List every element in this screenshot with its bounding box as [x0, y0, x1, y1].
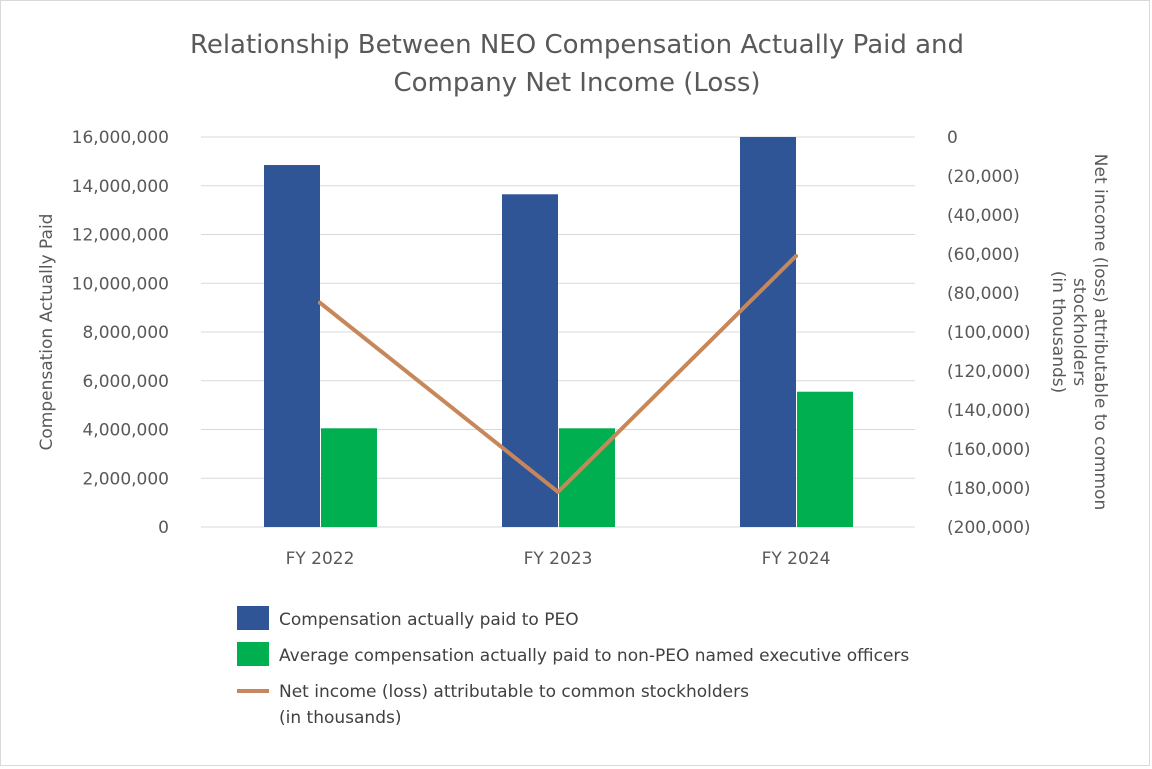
y-tick-label-right: (160,000)	[947, 440, 1031, 460]
legend-label-peo: Compensation actually paid to PEO	[279, 610, 579, 630]
y-tick-label-left: 12,000,000	[72, 226, 169, 246]
right-axis-title-line-3: (in thousands)	[1048, 271, 1068, 393]
net-income-point	[794, 253, 798, 258]
bar-non-peo	[321, 428, 377, 527]
y-tick-label-right: 0	[947, 128, 958, 148]
y-tick-label-right: (200,000)	[947, 518, 1031, 538]
x-tick-label: FY 2022	[286, 549, 355, 569]
right-axis-title-line-2: stockholders	[1069, 278, 1089, 386]
x-tick-label: FY 2023	[524, 549, 593, 569]
net-income-point	[556, 489, 560, 494]
left-axis-ticks: 0 2,000,000 4,000,000 6,000,000 8,000,000 10,…	[72, 128, 169, 538]
legend-swatch-peo	[237, 606, 269, 630]
legend-label-non-peo: Average compensation actually paid to no…	[279, 646, 909, 666]
legend: Compensation actually paid to PEO Averag…	[237, 606, 909, 728]
bar-non-peo	[797, 391, 853, 527]
x-axis-ticks: FY 2022 FY 2023 FY 2024	[286, 549, 831, 569]
left-axis-title: Compensation Actually Paid	[37, 214, 57, 451]
y-tick-label-left: 16,000,000	[72, 128, 169, 148]
net-income-point	[318, 300, 322, 305]
net-income-line	[318, 253, 798, 494]
bar-peo	[264, 165, 320, 527]
y-tick-label-right: (180,000)	[947, 479, 1031, 499]
y-tick-label-right: (80,000)	[947, 284, 1020, 304]
right-axis-title: Net income (loss) attributable to common…	[1048, 154, 1110, 510]
chart-title-line-1: Relationship Between NEO Compensation Ac…	[190, 30, 964, 60]
chart-title-line-2: Company Net Income (Loss)	[393, 68, 760, 98]
y-tick-label-right: (60,000)	[947, 245, 1020, 265]
x-tick-label: FY 2024	[762, 549, 831, 569]
y-tick-label-left: 10,000,000	[72, 274, 169, 294]
y-tick-label-left: 0	[158, 518, 169, 538]
y-tick-label-left: 14,000,000	[72, 177, 169, 197]
y-tick-label-right: (120,000)	[947, 362, 1031, 382]
y-tick-label-right: (40,000)	[947, 206, 1020, 226]
y-tick-label-right: (100,000)	[947, 323, 1031, 343]
bars	[264, 137, 853, 527]
legend-label-net-income-line-2: (in thousands)	[279, 708, 401, 728]
y-tick-label-right: (140,000)	[947, 401, 1031, 421]
y-tick-label-left: 8,000,000	[82, 323, 169, 343]
chart-title: Relationship Between NEO Compensation Ac…	[190, 30, 964, 98]
y-tick-label-left: 6,000,000	[82, 372, 169, 392]
right-axis-title-line-1: Net income (loss) attributable to common	[1090, 154, 1110, 510]
right-axis-ticks: (200,000) (180,000) (160,000) (140,000) (120…	[947, 128, 1031, 538]
y-tick-label-left: 4,000,000	[82, 421, 169, 441]
y-tick-label-right: (20,000)	[947, 167, 1020, 187]
y-tick-label-left: 2,000,000	[82, 469, 169, 489]
legend-label-net-income-line-1: Net income (loss) attributable to common…	[279, 682, 749, 702]
legend-swatch-non-peo	[237, 642, 269, 666]
bar-peo	[502, 194, 558, 527]
bar-peo	[740, 137, 796, 527]
